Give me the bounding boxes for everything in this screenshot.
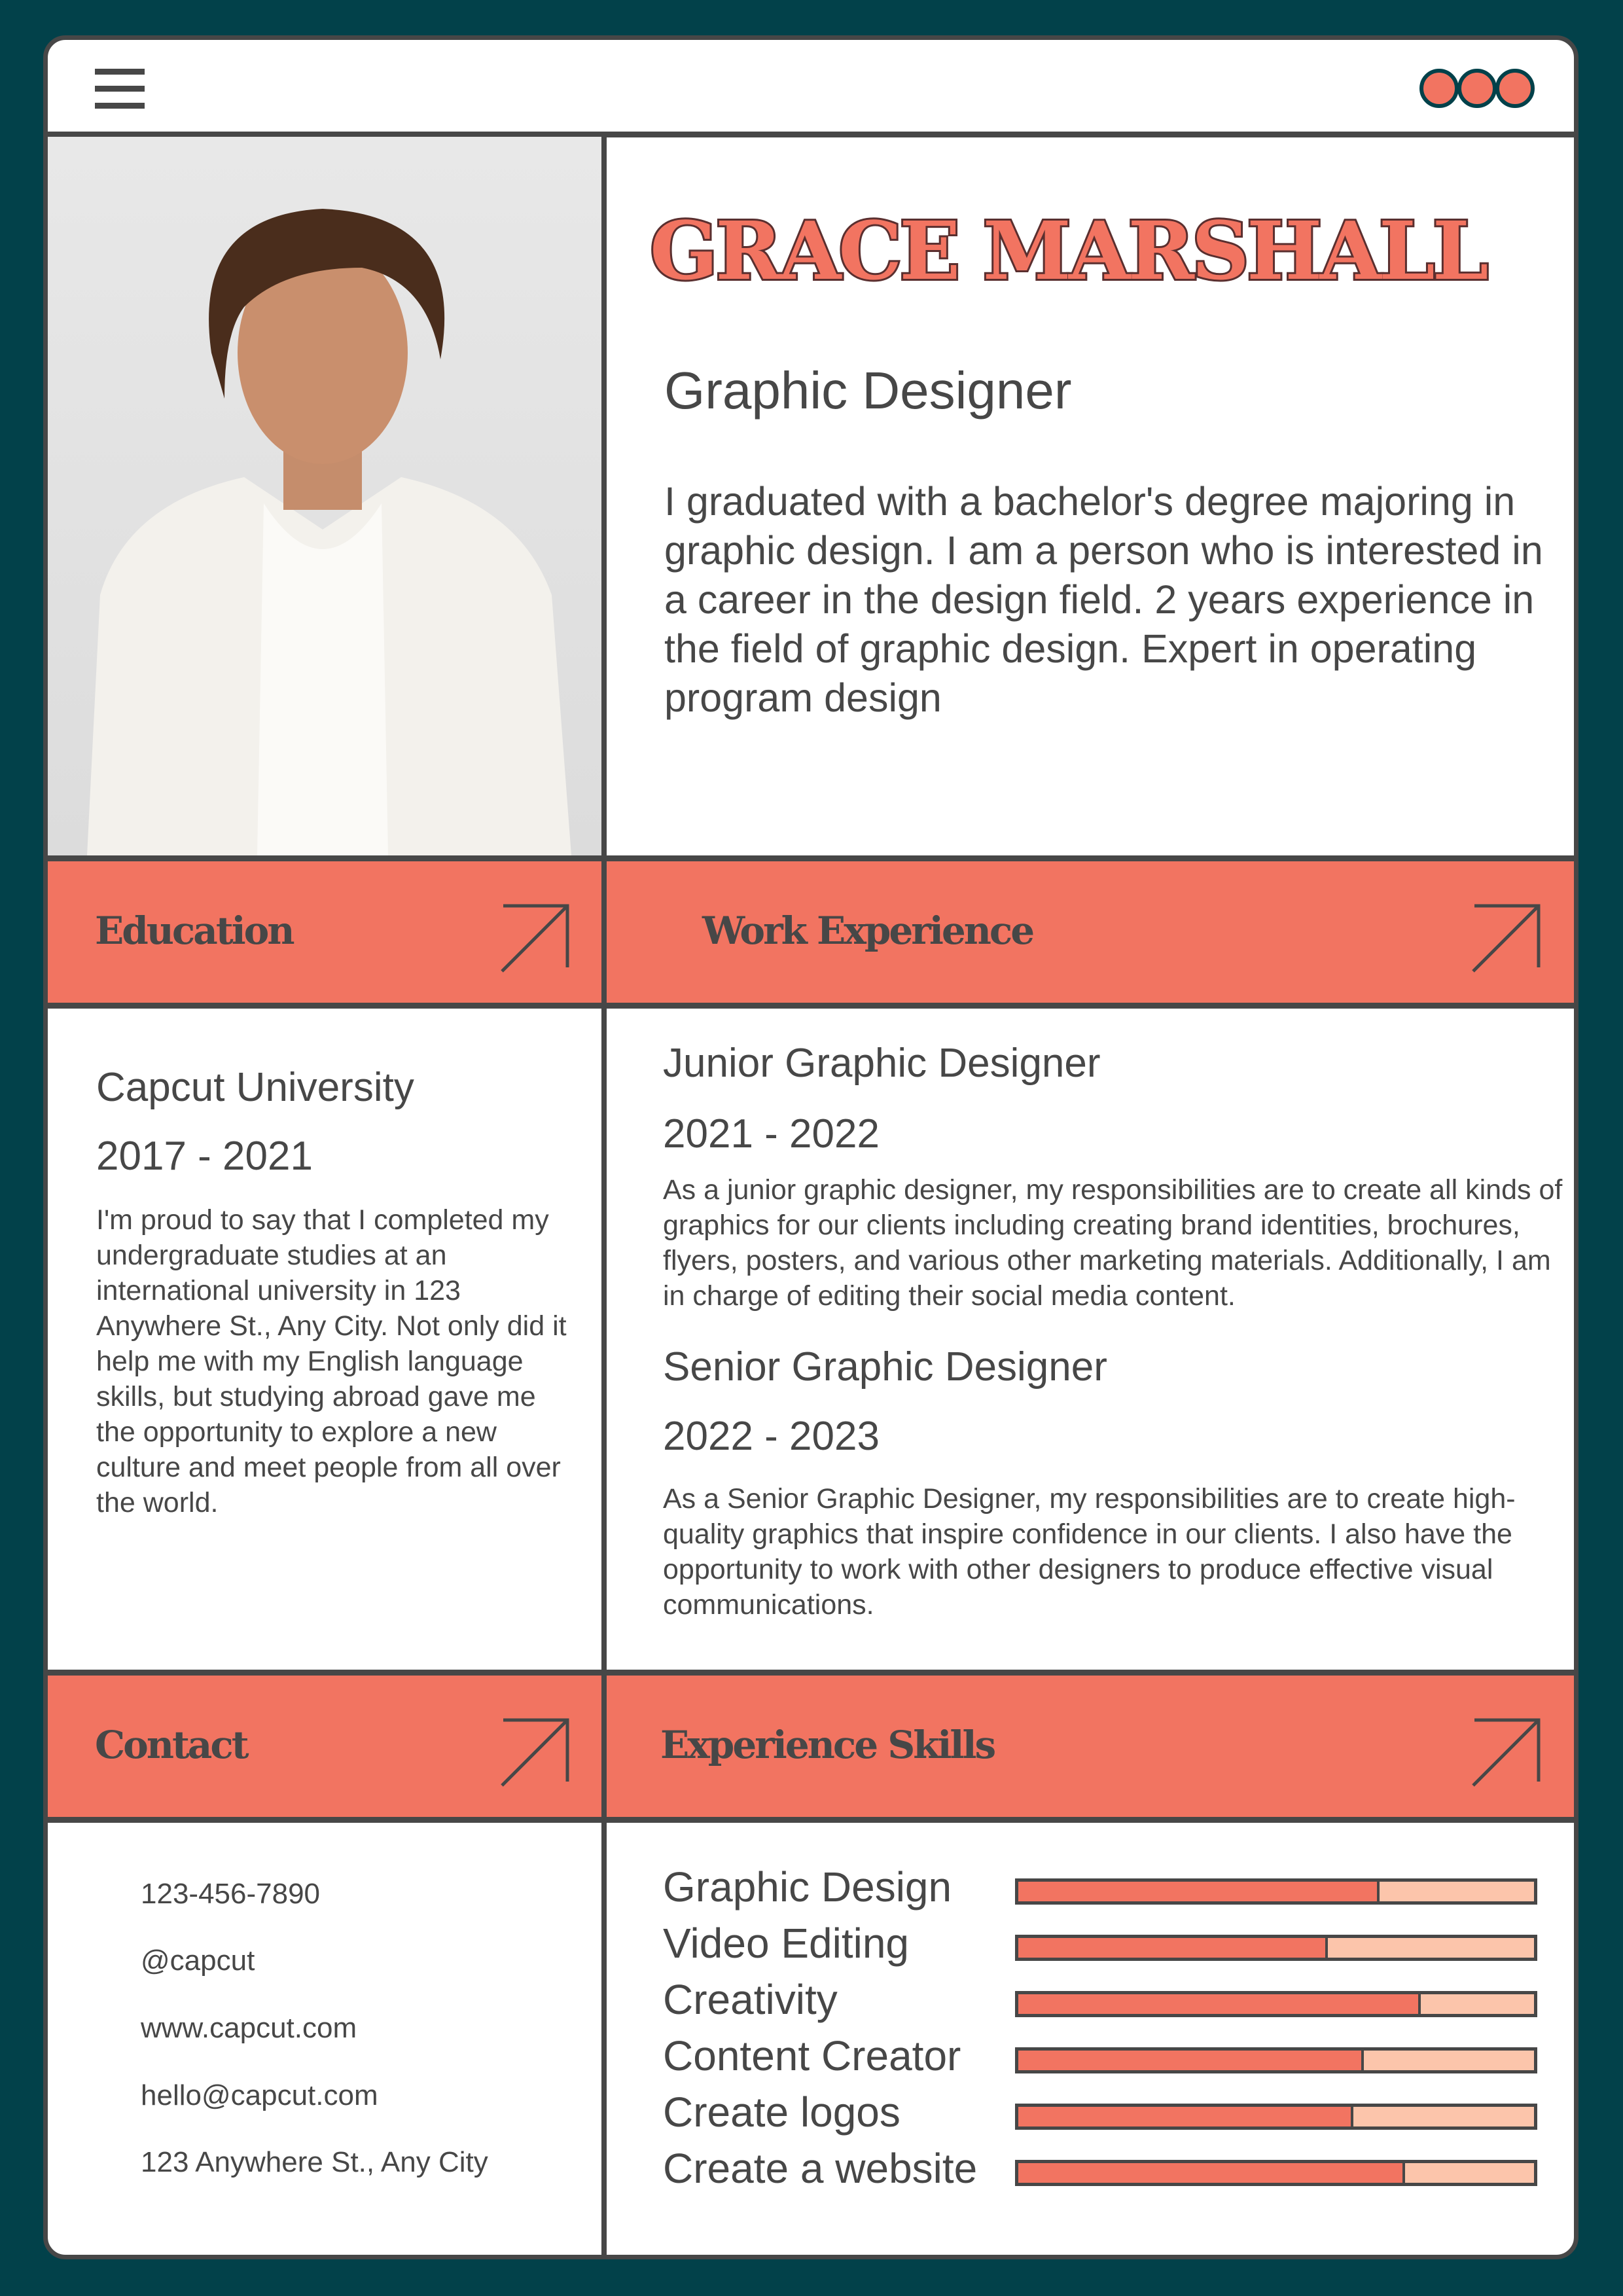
school-name: Capcut University	[96, 1065, 414, 1110]
skill-bar	[1015, 2047, 1537, 2073]
divider	[48, 1817, 1574, 1823]
job-role: Graphic Designer	[664, 361, 1072, 420]
skill-label: Content Creator	[663, 2032, 961, 2079]
job-years: 2021 - 2022	[663, 1111, 880, 1157]
job-description: As a junior graphic designer, my respons…	[663, 1174, 1563, 1312]
divider	[48, 132, 1574, 137]
skill-bar-fill	[1018, 2107, 1354, 2126]
contact-social[interactable]: @capcut	[141, 1945, 255, 1977]
divider	[48, 855, 1574, 861]
arrow-up-right-icon	[501, 904, 569, 973]
divider	[48, 1670, 1574, 1676]
education-years: 2017 - 2021	[96, 1134, 313, 1179]
contact-header: Contact	[48, 1676, 601, 1817]
job-title: Senior Graphic Designer	[663, 1344, 1107, 1390]
education-header: Education	[48, 861, 601, 1003]
skills-heading: Experience Skills	[660, 1723, 996, 1767]
skill-bar	[1015, 2160, 1537, 2186]
skill-bar	[1015, 1935, 1537, 1961]
skill-label: Create a website	[663, 2145, 978, 2192]
contact-address: 123 Anywhere St., Any City	[141, 2146, 488, 2178]
contact-website[interactable]: www.capcut.com	[141, 2012, 357, 2044]
arrow-up-right-icon	[1472, 1718, 1541, 1787]
contact-email[interactable]: hello@capcut.com	[141, 2079, 378, 2111]
skill-bar-fill	[1018, 2163, 1405, 2183]
skill-label: Video Editing	[663, 1920, 909, 1967]
skill-bar-fill	[1018, 1994, 1421, 2014]
three-dots-icon[interactable]	[1419, 69, 1537, 108]
column-divider	[601, 137, 607, 2255]
contact-heading: Contact	[95, 1723, 249, 1767]
job-title: Junior Graphic Designer	[663, 1041, 1101, 1086]
work-header: Work Experience	[607, 861, 1574, 1003]
contact-phone[interactable]: 123-456-7890	[141, 1878, 321, 1910]
education-heading: Education	[95, 908, 295, 953]
job-years: 2022 - 2023	[663, 1414, 880, 1459]
profile-summary: I graduated with a bachelor's degree maj…	[664, 479, 1543, 720]
profile-photo	[48, 137, 601, 855]
skill-label: Create logos	[663, 2089, 901, 2136]
arrow-up-right-icon	[501, 1718, 569, 1787]
arrow-up-right-icon	[1472, 904, 1541, 973]
candidate-name: GRACE MARSHALL	[648, 202, 1490, 300]
work-heading: Work Experience	[702, 908, 1035, 953]
skills-header: Experience Skills	[607, 1676, 1574, 1817]
skill-bar-fill	[1018, 1938, 1328, 1958]
resume-frame: GRACE MARSHALL Graphic Designer I gradua…	[43, 35, 1578, 2259]
skill-bar	[1015, 2104, 1537, 2130]
skill-bar-fill	[1018, 2051, 1364, 2070]
hamburger-menu-icon[interactable]	[95, 69, 145, 109]
skill-bar-fill	[1018, 1882, 1380, 1901]
divider	[48, 1003, 1574, 1009]
skill-bar	[1015, 1991, 1537, 2017]
skill-label: Creativity	[663, 1976, 838, 2023]
job-description: As a Senior Graphic Designer, my respons…	[663, 1483, 1516, 1621]
skill-label: Graphic Design	[663, 1863, 952, 1910]
education-description: I'm proud to say that I completed my und…	[96, 1204, 567, 1518]
skill-bar	[1015, 1878, 1537, 1905]
